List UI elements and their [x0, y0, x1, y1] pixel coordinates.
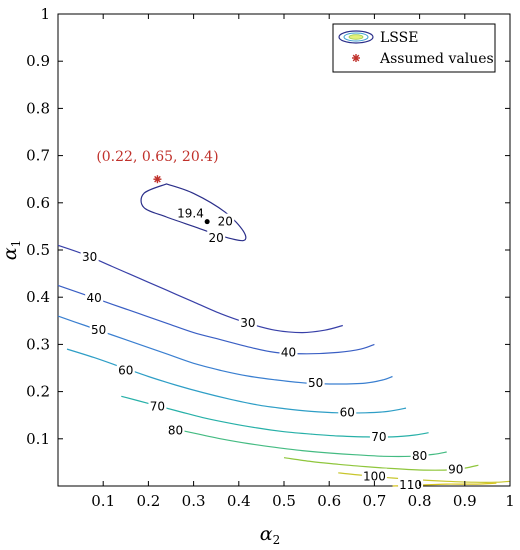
contour-label-bg-50-0: [89, 322, 108, 337]
y-tick-label-3: 0.4: [26, 288, 50, 306]
y-tick-label-7: 0.8: [26, 99, 50, 117]
contour-label-bg-60-0: [116, 362, 135, 377]
y-tick-label-0: 0.1: [26, 430, 50, 448]
svg-text:α1: α1: [0, 240, 23, 260]
axis-ticks: 0.1 0.2 0.3 0.4 0.5 0.6 0.7 0.8 0.9 1 0.1 0.2 0.3 0.4…: [26, 5, 515, 510]
legend-lsse-symbol-inner: [348, 34, 364, 40]
contour-label-bg-60-1: [338, 404, 357, 419]
legend-lsse-symbol-outer: [338, 30, 374, 44]
contour-line-40: [57, 284, 375, 355]
contour-line-70: [121, 395, 429, 438]
x-tick-label-3: 0.4: [227, 492, 251, 510]
contour-label-70-0: 70: [150, 400, 165, 414]
contour-label-60-1: 60: [340, 405, 355, 419]
y-tick-label-8: 0.9: [26, 52, 50, 70]
legend-assumed-symbol: [352, 54, 360, 62]
contour-label-bg-70-0: [148, 398, 167, 413]
contour-label-bg-40-0: [85, 290, 104, 305]
contour-label-40-1: 40: [281, 345, 296, 359]
x-tick-label-8: 0.9: [453, 492, 477, 510]
minimum-point: [204, 219, 210, 225]
contour-label-30-1: 30: [240, 316, 255, 330]
plot-area: [57, 13, 511, 487]
contour-label-70-1: 70: [371, 430, 386, 444]
contour-label-80-0: 80: [168, 423, 183, 437]
contour-label-100-0: 100: [363, 470, 386, 484]
legend-entry-lsse: LSSE: [380, 30, 418, 46]
contour-label-80-1: 80: [412, 449, 427, 463]
contour-label-40-0: 40: [87, 291, 102, 305]
contour-label-bg-30-0: [80, 249, 99, 264]
contour-line-50: [57, 315, 393, 385]
legend: LSSE Assumed values: [332, 23, 496, 73]
legend-box: [332, 23, 496, 73]
contour-label-30-0: 30: [82, 250, 97, 264]
x-tick-label-4: 0.5: [272, 492, 296, 510]
contour-label-bg-100-0: [361, 468, 387, 483]
x-tick-label-1: 0.2: [136, 492, 160, 510]
contour-label-50-0: 50: [91, 323, 106, 337]
x-tick-label-2: 0.3: [182, 492, 206, 510]
legend-lsse-symbol-mid: [343, 32, 369, 42]
y-tick-label-9: 1: [40, 5, 50, 23]
assumed-values-annotation: (0.22, 0.65, 20.4): [96, 149, 218, 165]
contour-label-bg-110-0: [398, 477, 424, 492]
contour-label-110-0: 110: [399, 478, 422, 492]
contour-label-bg-70-1: [369, 428, 388, 443]
contour-label-20-0: 20: [218, 215, 233, 229]
contour-label-50-1: 50: [308, 376, 323, 390]
x-tick-label-7: 0.8: [408, 492, 432, 510]
x-tick-label-0: 0.1: [91, 492, 115, 510]
contour-label-20-1: 20: [209, 231, 224, 245]
contour-label-90-0: 90: [448, 462, 463, 476]
contour-label-bg-20-0: [216, 213, 235, 228]
y-axis-label: α1: [0, 240, 23, 260]
minimum-label: 19.4: [177, 207, 204, 221]
y-tick-label-1: 0.2: [26, 383, 50, 401]
y-tick-label-6: 0.7: [26, 147, 50, 165]
legend-entry-assumed: Assumed values: [379, 51, 494, 67]
contour-label-bg-80-0: [166, 422, 185, 437]
contour-label-60-0: 60: [118, 363, 133, 377]
y-tick-label-4: 0.5: [26, 241, 50, 259]
contour-label-bg-30-1: [238, 315, 257, 330]
x-tick-label-5: 0.6: [317, 492, 341, 510]
contour-label-bg-40-1: [279, 344, 298, 359]
contour-label-bg-20-1: [207, 230, 226, 245]
y-tick-label-2: 0.3: [26, 335, 50, 353]
contour-line-30: [57, 244, 343, 334]
x-axis-label: α2: [260, 523, 280, 547]
contour-label-bg-90-0: [446, 461, 465, 476]
contour-label-bg-50-1: [306, 375, 325, 390]
x-tick-label-9: 1: [505, 492, 515, 510]
assumed-values-marker: [153, 175, 162, 184]
contour-label-bg-80-1: [410, 447, 429, 462]
x-tick-label-6: 0.7: [362, 492, 386, 510]
y-tick-label-5: 0.6: [26, 194, 50, 212]
